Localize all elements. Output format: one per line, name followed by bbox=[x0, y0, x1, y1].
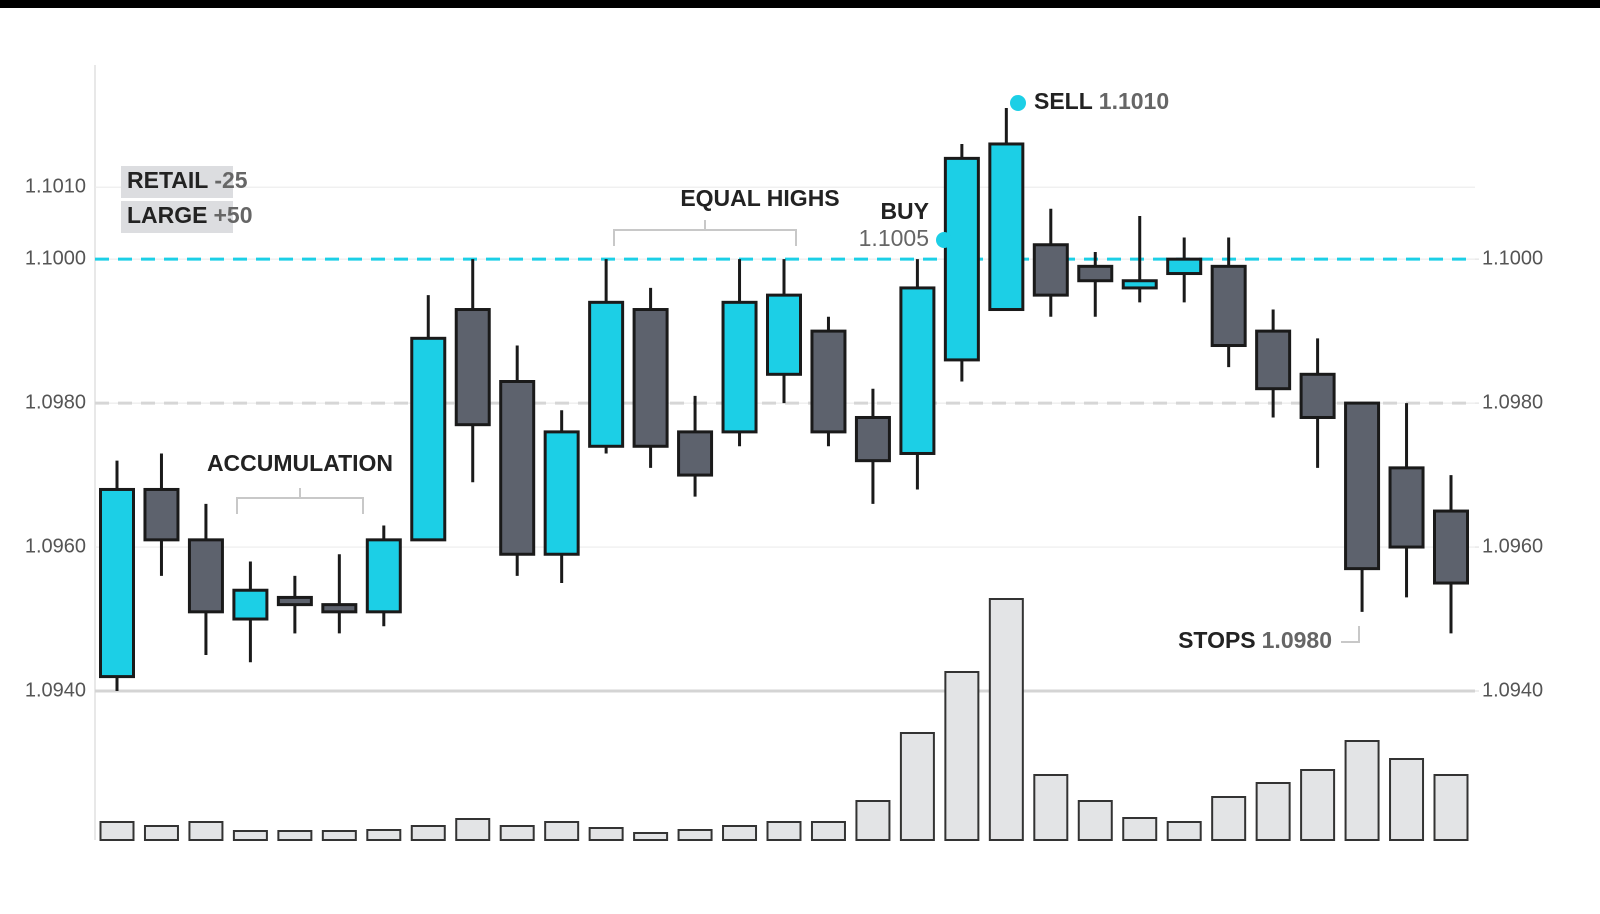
volume-bar bbox=[1077, 800, 1113, 841]
volume-bar bbox=[499, 825, 535, 841]
candle-body bbox=[1166, 257, 1203, 276]
candle-body bbox=[187, 538, 224, 614]
volume-bar bbox=[99, 821, 135, 841]
badge: RETAIL -25 bbox=[127, 167, 248, 193]
candle-body bbox=[1344, 401, 1381, 571]
y-tick-label: 1.0940 bbox=[25, 679, 86, 701]
candle-body bbox=[143, 487, 180, 542]
volume-bar bbox=[944, 671, 980, 841]
volume-bar bbox=[1211, 796, 1247, 841]
candle-body bbox=[410, 336, 447, 542]
annotation: BUY bbox=[880, 198, 929, 224]
candle-body bbox=[499, 380, 536, 556]
candle-body bbox=[1077, 264, 1114, 283]
y-tick-label: 1.1000 bbox=[25, 247, 86, 269]
candle-body bbox=[1255, 329, 1292, 391]
y2-tick-label: 1.0940 bbox=[1482, 679, 1543, 701]
volume-bar bbox=[410, 825, 446, 841]
y-tick-label: 1.0960 bbox=[25, 535, 86, 557]
volume-bar bbox=[544, 821, 580, 841]
badge-bg bbox=[121, 166, 233, 198]
candle-body bbox=[899, 286, 936, 455]
badge-label: LARGE bbox=[127, 202, 208, 228]
candle-body bbox=[588, 300, 625, 448]
candle-body bbox=[99, 487, 135, 679]
volume-bar bbox=[855, 800, 891, 841]
volume-bar bbox=[188, 821, 224, 841]
candle-body bbox=[321, 603, 358, 614]
candle-body bbox=[1121, 279, 1158, 290]
volume-bar bbox=[633, 832, 669, 841]
volume-bar bbox=[1122, 817, 1158, 841]
volume-bar bbox=[1433, 774, 1469, 841]
y2-tick-label: 1.1000 bbox=[1482, 247, 1543, 269]
y2-tick-label: 1.0960 bbox=[1482, 535, 1543, 557]
annotation: STOPS 1.0980 bbox=[1178, 627, 1332, 653]
top-bar bbox=[0, 0, 1600, 8]
volume-bar bbox=[988, 598, 1024, 841]
volume-bar bbox=[1389, 758, 1425, 841]
volume-bar bbox=[810, 821, 846, 841]
stops-connector bbox=[1341, 626, 1360, 643]
annotation-label: STOPS bbox=[1178, 627, 1256, 653]
candle-body bbox=[677, 430, 714, 477]
y-tick-label: 1.1010 bbox=[25, 175, 86, 197]
badge-label: RETAIL bbox=[127, 167, 208, 193]
candle-body bbox=[721, 300, 758, 434]
sell-dot bbox=[1010, 95, 1026, 111]
candle-body bbox=[365, 538, 402, 614]
annotation: EQUAL HIGHS bbox=[680, 185, 839, 211]
candle-body bbox=[1032, 243, 1069, 297]
candle-body bbox=[1299, 372, 1336, 419]
candle-body bbox=[1388, 466, 1425, 549]
volume-bar bbox=[455, 818, 491, 841]
badge: LARGE +50 bbox=[127, 202, 253, 228]
candle-body bbox=[854, 415, 891, 463]
volume-bar bbox=[766, 821, 802, 841]
candle-body bbox=[276, 595, 313, 607]
bracket bbox=[613, 220, 797, 246]
annotation-value: 1.0980 bbox=[1262, 627, 1332, 653]
volume-bar bbox=[277, 830, 313, 841]
volume-bar bbox=[1300, 769, 1336, 841]
y-tick-label: 1.0980 bbox=[25, 391, 86, 413]
volume-bar bbox=[722, 825, 758, 841]
annotation: SELL 1.1010 bbox=[1034, 88, 1169, 114]
candle-body bbox=[543, 430, 580, 556]
badge-bg bbox=[121, 201, 233, 233]
candle-body bbox=[1210, 264, 1247, 348]
volume-bar bbox=[1166, 821, 1202, 841]
candle-body bbox=[454, 308, 491, 427]
candle-body bbox=[232, 588, 269, 621]
volume-bar bbox=[1033, 774, 1069, 841]
volume-bar bbox=[366, 829, 402, 841]
badge-value: -25 bbox=[214, 167, 247, 193]
volume-bar bbox=[232, 830, 268, 841]
volume-bar bbox=[143, 825, 179, 841]
volume-bar bbox=[899, 732, 935, 841]
candle-body bbox=[988, 142, 1025, 312]
candle-body bbox=[766, 293, 802, 376]
annotation-value: 1.1005 bbox=[859, 225, 929, 251]
volume-bar bbox=[1344, 740, 1380, 841]
candle-body bbox=[943, 156, 980, 362]
candle-body bbox=[632, 308, 669, 448]
volume-bar bbox=[1255, 782, 1291, 841]
annotation-label: SELL bbox=[1034, 88, 1093, 114]
bracket bbox=[236, 488, 364, 514]
buy-dot bbox=[936, 232, 952, 248]
candle-body bbox=[810, 329, 847, 434]
volume-bar bbox=[588, 827, 624, 841]
annotation: ACCUMULATION bbox=[207, 450, 393, 476]
candle-body bbox=[1433, 509, 1469, 585]
volume-bar bbox=[321, 830, 357, 841]
y2-tick-label: 1.0980 bbox=[1482, 391, 1543, 413]
badge-value: +50 bbox=[214, 202, 253, 228]
annotation-value: 1.1010 bbox=[1099, 88, 1169, 114]
volume-bar bbox=[677, 829, 713, 841]
